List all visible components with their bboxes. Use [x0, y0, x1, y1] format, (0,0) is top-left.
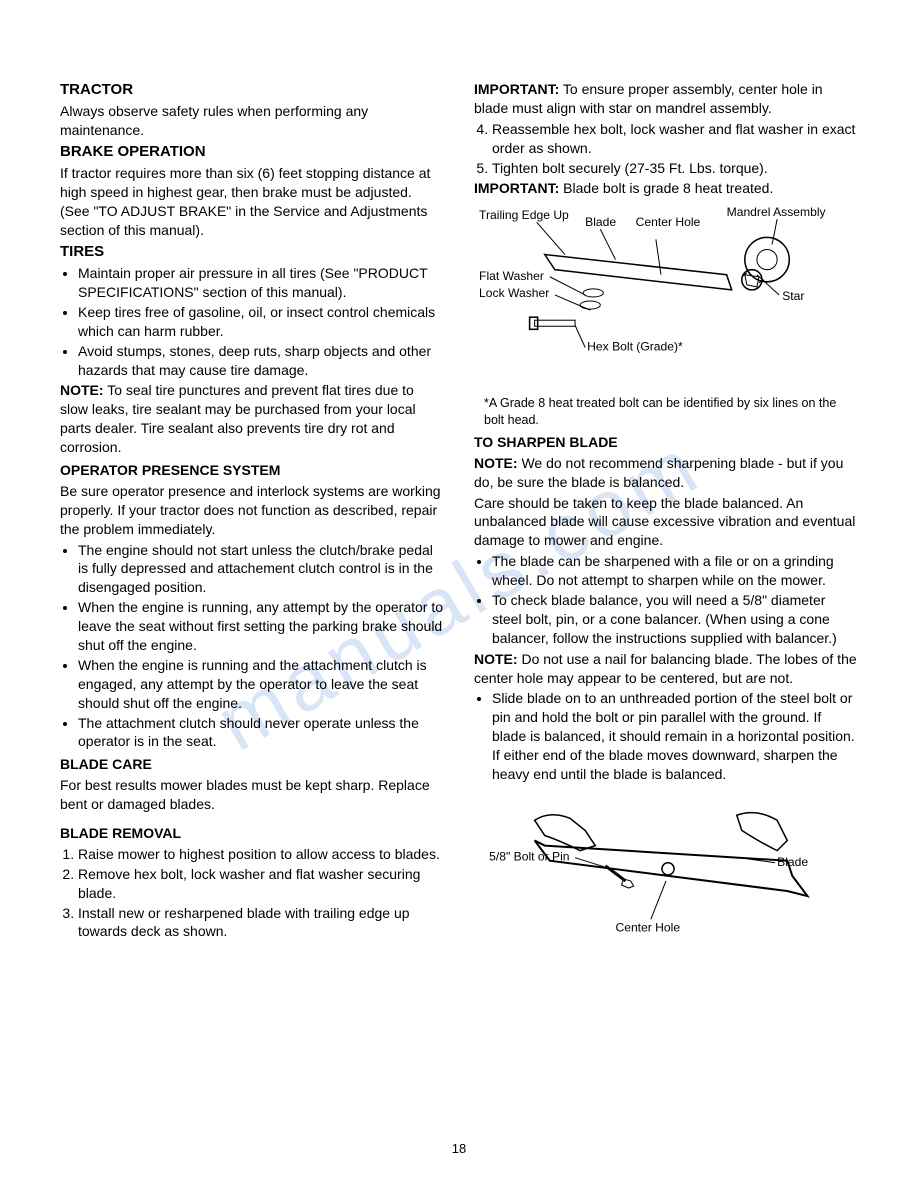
main-content: TRACTOR Always observe safety rules when… [60, 80, 858, 950]
note-text: We do not recommend sharpening blade - b… [474, 455, 843, 490]
note-text: To seal tire punctures and prevent flat … [60, 382, 416, 455]
tires-note: NOTE: To seal tire punctures and prevent… [60, 381, 444, 457]
label-trailing: Trailing Edge Up [479, 209, 569, 223]
note-label: NOTE: [474, 455, 518, 471]
bladecare-text: For best results mower blades must be ke… [60, 776, 444, 814]
label-star: Star [782, 289, 804, 303]
list-item: The engine should not start unless the c… [78, 541, 444, 598]
tractor-heading: TRACTOR [60, 80, 444, 100]
ops-heading: OPERATOR PRESENCE SYSTEM [60, 461, 444, 480]
bladecare-heading: BLADE CARE [60, 755, 444, 774]
list-item: The blade can be sharpened with a file o… [492, 552, 858, 590]
list-item: When the engine is running and the attac… [78, 656, 444, 713]
important-label: IMPORTANT: [474, 81, 559, 97]
label-blade: Blade [777, 855, 808, 869]
label-center: Center Hole [615, 920, 680, 934]
label-blade: Blade [585, 216, 616, 230]
list-item: Avoid stumps, stones, deep ruts, sharp o… [78, 342, 444, 380]
sharpen-text: Care should be taken to keep the blade b… [474, 494, 858, 551]
brake-heading: BRAKE OPERATION [60, 142, 444, 162]
note-label: NOTE: [474, 651, 518, 667]
label-center: Center Hole [636, 216, 701, 230]
note-text: Do not use a nail for balancing blade. T… [474, 651, 857, 686]
list-item: Raise mower to highest position to allow… [78, 845, 444, 864]
sharpen-list1: The blade can be sharpened with a file o… [474, 552, 858, 647]
label-flat: Flat Washer [479, 269, 544, 283]
list-item: Slide blade on to an unthreaded portion … [492, 689, 858, 783]
bladerem-list: Raise mower to highest position to allow… [60, 845, 444, 941]
important-2: IMPORTANT: Blade bolt is grade 8 heat tr… [474, 179, 858, 198]
label-mandrel: Mandrel Assembly [727, 205, 827, 219]
sharpen-note1: NOTE: We do not recommend sharpening bla… [474, 454, 858, 492]
list-item: To check blade balance, you will need a … [492, 591, 858, 648]
brake-text: If tractor requires more than six (6) fe… [60, 164, 444, 240]
right-column: IMPORTANT: To ensure proper assembly, ce… [474, 80, 858, 950]
blade-balance-diagram: 5/8" Bolt or Pin Blade Center Hole [474, 790, 858, 942]
list-item: Reassemble hex bolt, lock washer and fla… [492, 120, 858, 158]
sharpen-heading: TO SHARPEN BLADE [474, 433, 858, 452]
tires-list: Maintain proper air pressure in all tire… [60, 264, 444, 379]
ops-text: Be sure operator presence and interlock … [60, 482, 444, 539]
important-label: IMPORTANT: [474, 180, 559, 196]
note-label: NOTE: [60, 382, 104, 398]
diagram1-note: *A Grade 8 heat treated bolt can be iden… [474, 395, 858, 429]
page-number: 18 [452, 1140, 466, 1158]
tractor-text: Always observe safety rules when perform… [60, 102, 444, 140]
list-item: Install new or resharpened blade with tr… [78, 904, 444, 942]
sharpen-note2: NOTE: Do not use a nail for balancing bl… [474, 650, 858, 688]
bladerem-heading: BLADE REMOVAL [60, 824, 444, 843]
list-item: The attachment clutch should never opera… [78, 714, 444, 752]
sharpen-list2: Slide blade on to an unthreaded portion … [474, 689, 858, 783]
tires-heading: TIRES [60, 242, 444, 262]
list-item: Tighten bolt securely (27-35 Ft. Lbs. to… [492, 159, 858, 178]
blade-assembly-diagram: Trailing Edge Up Blade Center Hole Mandr… [474, 204, 858, 386]
label-lock: Lock Washer [479, 286, 549, 300]
left-column: TRACTOR Always observe safety rules when… [60, 80, 444, 950]
list-item: Keep tires free of gasoline, oil, or ins… [78, 303, 444, 341]
steps-continued: Reassemble hex bolt, lock washer and fla… [474, 120, 858, 178]
ops-list: The engine should not start unless the c… [60, 541, 444, 752]
important-1: IMPORTANT: To ensure proper assembly, ce… [474, 80, 858, 118]
list-item: When the engine is running, any attempt … [78, 598, 444, 655]
list-item: Maintain proper air pressure in all tire… [78, 264, 444, 302]
list-item: Remove hex bolt, lock washer and flat wa… [78, 865, 444, 903]
label-hex: Hex Bolt (Grade)* [587, 340, 683, 354]
important-text: Blade bolt is grade 8 heat treated. [559, 180, 773, 196]
